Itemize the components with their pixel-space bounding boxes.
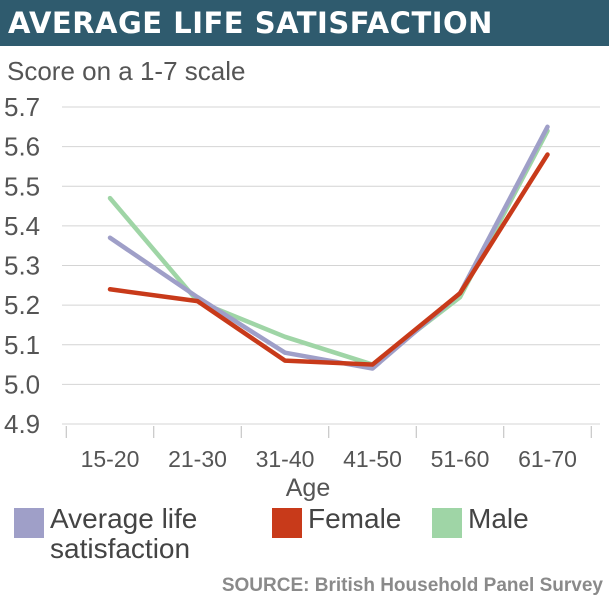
y-tick-label: 5.0 [4,369,40,399]
x-axis-label: Age [286,474,330,502]
y-tick-label: 5.3 [4,251,40,281]
legend-swatch-female [272,508,302,538]
x-tick-label: 31-40 [256,446,315,472]
series-line-1 [107,124,550,371]
y-axis-ticks: 5.7 5.6 5.5 5.4 5.3 5.2 5.1 5.0 4.9 [4,92,40,439]
chart-subtitle: Score on a 1-7 scale [7,56,246,86]
chart-title: AVERAGE LIFE SATISFACTION [0,0,609,46]
x-tick-label: 61-70 [518,446,577,472]
y-tick-label: 5.2 [4,290,40,320]
legend-swatch-average [14,508,44,538]
x-tick-label: 21-30 [168,446,227,472]
y-tick-label: 5.4 [4,211,40,241]
y-tick-label: 5.7 [4,92,40,122]
x-tick-label: 51-60 [431,446,490,472]
source-note: SOURCE: British Household Panel Survey [221,575,603,596]
series-lines [107,124,550,371]
grid [62,106,600,425]
y-tick-label: 5.1 [4,330,40,360]
legend-label-female: Female [308,503,402,534]
y-tick-label: 4.9 [4,409,40,439]
x-tick-label: 15-20 [81,446,140,472]
y-tick-label: 5.5 [4,171,40,201]
legend-item-male: Male [432,504,529,538]
x-axis-ticks: 15-20 21-30 31-40 41-50 51-60 61-70 [65,426,592,472]
legend-item-average: Average life satisfaction [14,504,197,564]
legend-label-average: Average life satisfaction [50,503,198,564]
series-line-2 [107,152,550,367]
legend-label-male: Male [468,503,529,534]
x-tick-label: 41-50 [343,446,402,472]
legend-item-female: Female [272,504,401,538]
y-tick-label: 5.6 [4,132,40,162]
legend-swatch-male [432,508,462,538]
